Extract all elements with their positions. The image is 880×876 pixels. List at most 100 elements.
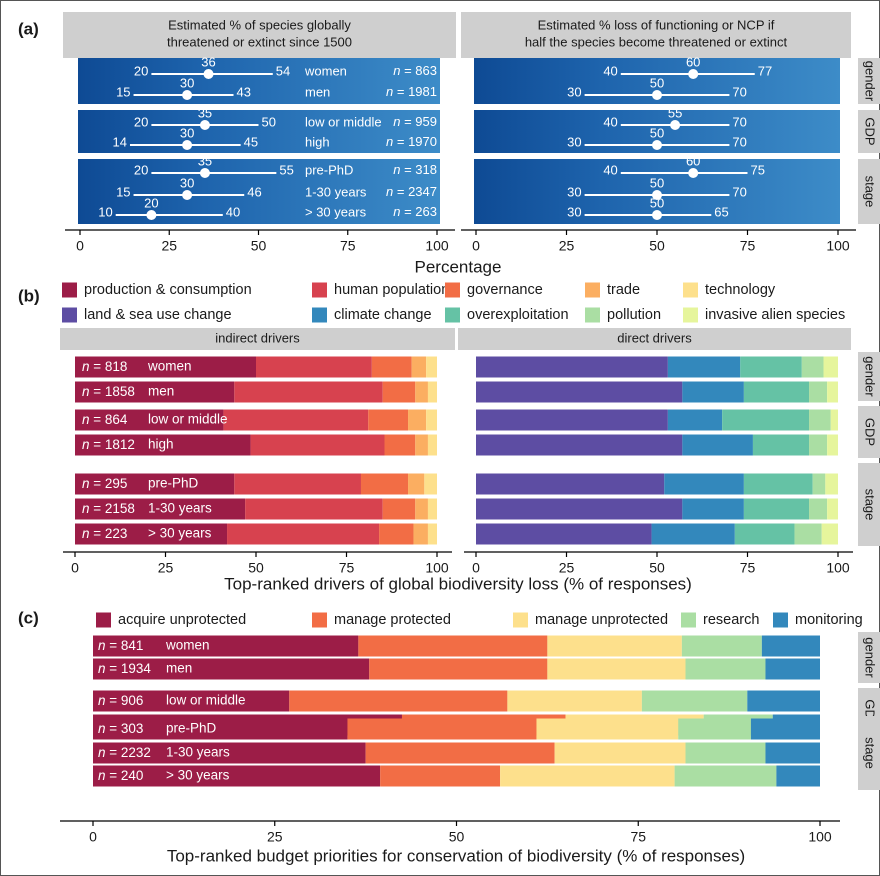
panel-b-legend-swatch — [312, 282, 327, 298]
panel-a-row-label: low or middle — [305, 114, 382, 129]
panel-b-bar-segment — [75, 434, 251, 456]
panel-c-legend-item: research — [703, 612, 759, 628]
panel-a-lo-label: 14 — [113, 134, 127, 149]
panel-b-bar-segment — [379, 523, 414, 545]
panel-a-hi-label: 65 — [714, 204, 728, 219]
panel-c-bar-segment — [674, 765, 777, 787]
panel-a-point — [652, 90, 662, 100]
panel-a-n-label: n = 263 — [393, 204, 437, 219]
panel-b-stage-strip — [858, 463, 880, 546]
panel-c-gender-strip-label: gender — [863, 637, 878, 678]
panel-b-bar-segment — [408, 409, 427, 431]
panel-a-row-label: > 30 years — [305, 204, 367, 219]
panel-b-n-label: n = 223 — [82, 526, 127, 541]
panel-b-bar-segment — [682, 498, 744, 520]
panel-c-row-label: > 30 years — [166, 768, 230, 783]
panel-b-gender-strip — [858, 352, 880, 401]
panel-b-bar-segment — [245, 498, 383, 520]
panel-a-axis-1-tick-label: 100 — [826, 238, 850, 254]
panel-b-bar-segment — [743, 473, 813, 495]
panel-b-bar-segment — [476, 381, 683, 403]
panel-b-row-label: > 30 years — [148, 526, 212, 541]
panel-a-lo-label: 40 — [603, 114, 617, 129]
panel-c-bar-segment — [685, 658, 766, 680]
panel-a-axis-0-tick-label: 0 — [76, 238, 84, 254]
panel-b-bar-segment — [371, 356, 412, 378]
panel-a-lo-label: 40 — [603, 63, 617, 78]
panel-b-legend-item: overexploitation — [467, 307, 569, 323]
panel-b-bar-segment — [382, 498, 416, 520]
panel-b-facet-header — [60, 328, 455, 350]
panel-b-n-label: n = 1812 — [82, 437, 135, 452]
panel-c-legend-item: manage unprotected — [535, 612, 668, 628]
panel-b-bar-segment — [667, 356, 741, 378]
panel-b-bar-segment — [743, 498, 810, 520]
panel-b-bar-segment — [234, 473, 361, 495]
panel-b-bar-segment — [427, 381, 437, 403]
panel-c-legend-swatch — [312, 612, 327, 628]
panel-b-bar-segment — [476, 356, 668, 378]
panel-a-point — [652, 140, 662, 150]
panel-a-hi-label: 55 — [279, 162, 293, 177]
panel-b-bar-segment — [411, 356, 427, 378]
panel-b-axis-1-tick-label: 100 — [826, 560, 850, 576]
panel-a-mid-label: 30 — [180, 125, 194, 140]
panel-b-axis-0-tick-label: 25 — [158, 560, 174, 576]
panel-a-point — [182, 190, 193, 200]
panel-a-hi-label: 70 — [732, 114, 746, 129]
panel-b-bar-segment — [812, 473, 826, 495]
panel-c-bar-segment — [776, 765, 820, 787]
panel-b-legend-swatch — [585, 282, 600, 298]
panel-a-mid-label: 50 — [650, 175, 664, 190]
panel-b-legend-swatch — [62, 307, 77, 323]
panel-b-bar-segment — [415, 434, 428, 456]
panel-a-facet-title: Estimated % of species globally — [168, 17, 351, 32]
panel-a-stage-strip — [858, 159, 880, 224]
panel-b-bar-segment — [821, 523, 838, 545]
panel-c-bar-segment — [678, 718, 751, 740]
panel-b-bar-segment — [476, 498, 683, 520]
panel-b-bar-segment — [825, 473, 838, 495]
panel-a-band — [78, 58, 440, 104]
panel-b-bar-segment — [809, 434, 828, 456]
panel-a-n-label: n = 1970 — [386, 134, 437, 149]
panel-b-row-label: men — [148, 384, 174, 399]
panel-a-point — [670, 120, 681, 130]
panel-c-n-label: n = 240 — [98, 768, 143, 783]
panel-b-bar-segment — [809, 498, 828, 520]
panel-b-legend-item: invasive alien species — [705, 307, 845, 323]
panel-c-xlabel: Top-ranked budget priorities for conserv… — [167, 846, 745, 865]
panel-a-point — [199, 168, 210, 178]
panel-c-n-label: n = 2232 — [98, 745, 151, 760]
panel-b-bar-segment — [75, 356, 256, 378]
panel-c-axis-tick-label: 50 — [449, 829, 465, 845]
panel-b-legend-swatch — [683, 307, 698, 323]
panel-c-bar-segment — [289, 690, 508, 712]
panel-a-lo-label: 20 — [134, 114, 148, 129]
panel-a-gender-strip — [858, 58, 880, 104]
panel-b-row-label: pre-PhD — [148, 476, 199, 491]
panel-a-hi-label: 43 — [237, 84, 251, 99]
panel-a-axis-1-tick-label: 25 — [559, 238, 575, 254]
panel-a-row-label: 1-30 years — [305, 184, 367, 199]
panel-b-bar-segment — [415, 381, 428, 403]
panel-a-n-label: n = 318 — [393, 162, 437, 177]
panel-b-bar-segment — [476, 434, 683, 456]
panel-c-legend-swatch — [681, 612, 696, 628]
panel-c-gender-strip — [858, 632, 880, 683]
panel-b-row-label: low or middle — [148, 412, 228, 427]
panel-b-bar-segment — [75, 523, 228, 545]
panel-b-legend-swatch — [585, 307, 600, 323]
panel-a-lo-label: 20 — [134, 63, 148, 78]
panel-b-bar-segment — [75, 381, 235, 403]
panel-c-bar-segment — [747, 690, 820, 712]
panel-a-GDP-strip-label: GDP — [863, 117, 878, 145]
panel-c-bar-segment — [365, 742, 555, 764]
panel-a-facet-title: Estimated % loss of functioning or NCP i… — [538, 17, 775, 32]
panel-c-bar-segment — [347, 718, 537, 740]
panel-a-axis-1-tick-label: 50 — [649, 238, 665, 254]
panel-a-row-label: women — [304, 63, 347, 78]
panel-b-bar-segment — [427, 498, 437, 520]
panel-a-label: (a) — [18, 19, 39, 38]
panel-b-stage-strip-label: stage — [863, 489, 878, 521]
